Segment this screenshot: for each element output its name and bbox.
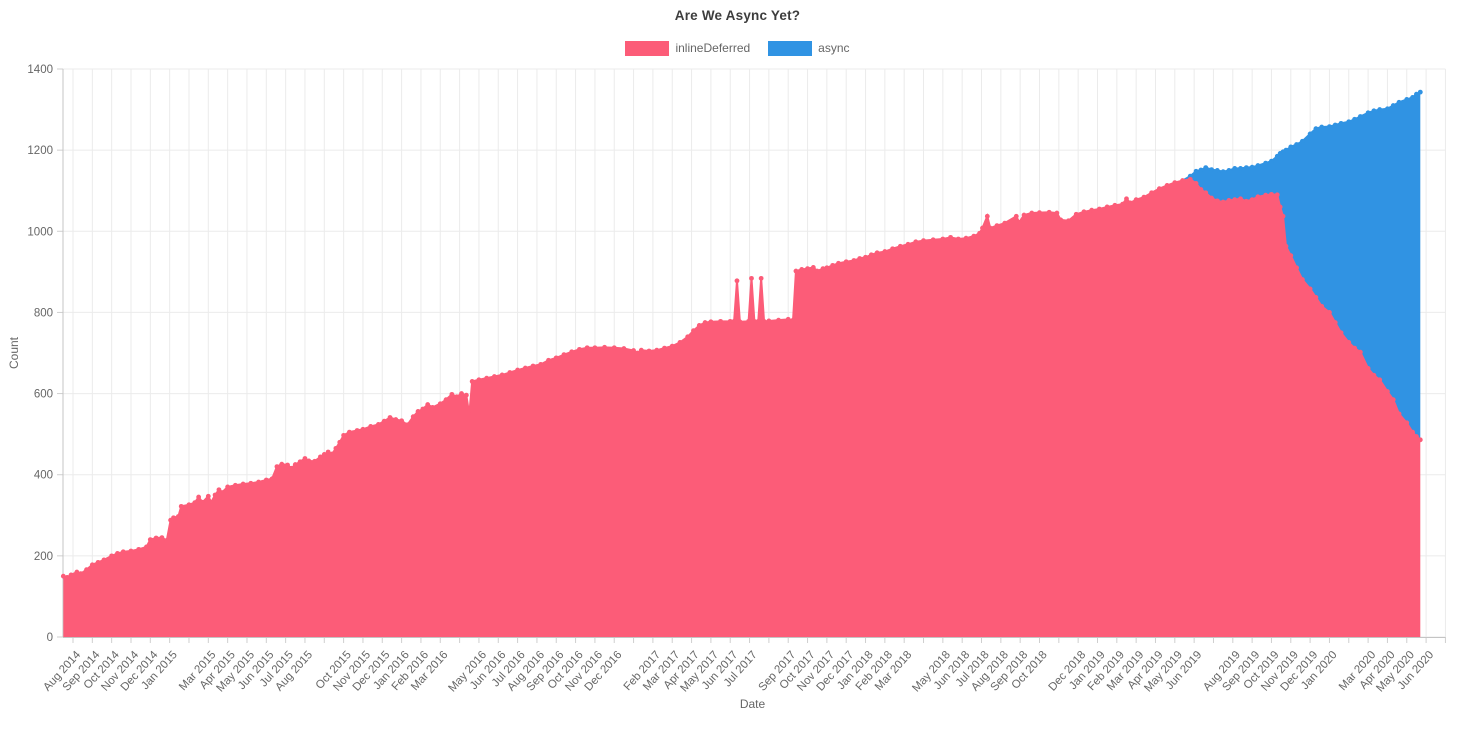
legend-item-async[interactable]: async [768, 41, 850, 56]
y-tick-label: 400 [34, 470, 53, 482]
legend-swatch-async [768, 41, 813, 56]
legend-swatch-inlinedeferred [625, 41, 670, 56]
y-tick-labels: 0 200 400 600 800 1000 1200 1400 [27, 64, 53, 644]
y-tick-label: 1000 [27, 226, 53, 238]
legend: inlineDeferred async [0, 41, 1475, 56]
legend-item-inlinedeferred[interactable]: inlineDeferred [625, 41, 750, 56]
plot-area[interactable] [63, 69, 1445, 637]
y-tick-label: 0 [47, 632, 53, 644]
y-tick-label: 600 [34, 389, 53, 401]
markers-async [1187, 89, 1423, 179]
markers-inlinedeferred [60, 176, 1423, 580]
area-inlinedeferred [63, 179, 1421, 637]
chart-title: Are We Async Yet? [674, 8, 801, 23]
y-tick-label: 200 [34, 551, 53, 563]
x-axis-title: Date [739, 697, 766, 711]
y-tick-label: 1200 [27, 145, 53, 157]
axis-lines [62, 69, 1446, 638]
legend-label-async: async [818, 41, 850, 55]
y-tick-label: 800 [34, 307, 53, 319]
legend-label-inlinedeferred: inlineDeferred [675, 41, 751, 55]
y-tick-label: 1400 [27, 64, 53, 76]
